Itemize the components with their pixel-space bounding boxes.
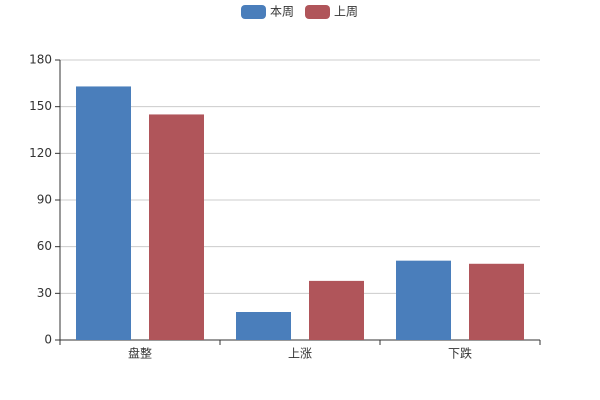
legend-label[interactable]: 本周 [270, 5, 294, 19]
legend-icon[interactable] [241, 5, 266, 19]
bar [396, 260, 451, 340]
y-tick-label: 30 [37, 286, 52, 300]
bar [309, 280, 364, 340]
legend-icon[interactable] [305, 5, 330, 19]
x-tick-label: 下跌 [448, 346, 472, 361]
y-tick-label: 120 [29, 146, 52, 160]
bar [469, 263, 524, 340]
x-tick-label: 盘整 [128, 346, 152, 361]
bar [76, 86, 131, 340]
bar [236, 312, 291, 340]
y-tick-label: 90 [37, 193, 52, 207]
y-tick-label: 150 [29, 99, 52, 113]
x-tick-label: 上涨 [288, 346, 312, 361]
legend-label[interactable]: 上周 [334, 5, 358, 19]
y-tick-label: 60 [37, 239, 52, 253]
y-tick-label: 0 [44, 333, 52, 347]
bar [149, 114, 204, 340]
y-tick-label: 180 [29, 53, 52, 67]
